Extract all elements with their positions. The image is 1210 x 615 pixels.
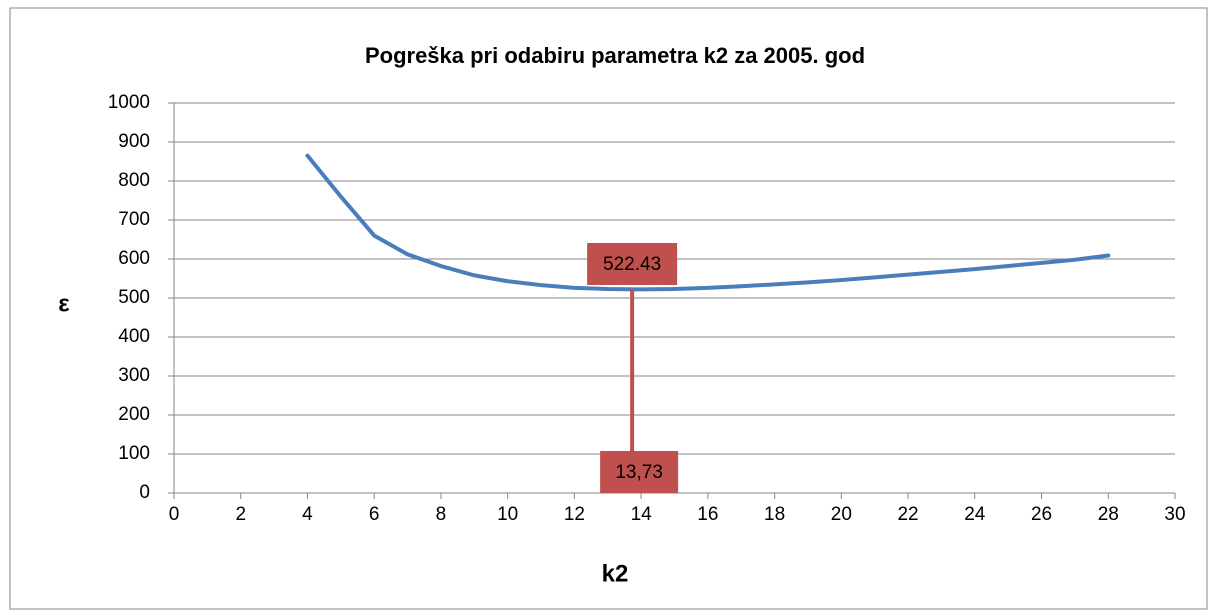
y-tick-label: 500 bbox=[118, 287, 150, 308]
x-tick-label: 14 bbox=[631, 504, 653, 525]
y-tick-label: 300 bbox=[118, 365, 150, 386]
x-axis-title: k2 bbox=[602, 560, 629, 587]
x-tick-label: 20 bbox=[831, 504, 852, 525]
marker-x-label: 13,73 bbox=[615, 462, 663, 483]
x-tick-label: 22 bbox=[897, 504, 918, 525]
x-tick-label: 0 bbox=[169, 504, 180, 525]
y-tick-label: 900 bbox=[118, 131, 150, 152]
x-tick-label: 26 bbox=[1031, 504, 1052, 525]
x-tick-label: 4 bbox=[302, 504, 313, 525]
y-tick-label: 800 bbox=[118, 170, 150, 191]
x-tick-label: 12 bbox=[564, 504, 585, 525]
y-tick-label: 200 bbox=[118, 404, 150, 425]
x-tick-label: 10 bbox=[497, 504, 518, 525]
y-tick-label: 0 bbox=[139, 482, 150, 503]
marker-y-label: 522.43 bbox=[603, 254, 661, 275]
y-axis-title: ε bbox=[58, 290, 69, 317]
y-tick-label: 100 bbox=[118, 443, 150, 464]
x-tick-label: 16 bbox=[697, 504, 718, 525]
chart-title: Pogreška pri odabiru parametra k2 za 200… bbox=[365, 43, 865, 68]
y-tick-label: 1000 bbox=[108, 92, 150, 113]
marker-y-label-box bbox=[587, 243, 678, 285]
y-tick-label: 600 bbox=[118, 248, 150, 269]
x-tick-label: 24 bbox=[964, 504, 986, 525]
data-line bbox=[305, 153, 1111, 292]
x-tick-label: 2 bbox=[235, 504, 246, 525]
x-tick-label: 18 bbox=[764, 504, 785, 525]
y-tick-label: 400 bbox=[118, 326, 150, 347]
x-tick-label: 28 bbox=[1098, 504, 1119, 525]
marker-x-label-box bbox=[600, 451, 679, 493]
x-tick-label: 6 bbox=[369, 504, 380, 525]
x-tick-label: 8 bbox=[436, 504, 447, 525]
y-tick-label: 700 bbox=[118, 209, 150, 230]
chart-border bbox=[9, 7, 1208, 610]
x-tick-label: 30 bbox=[1164, 504, 1185, 525]
